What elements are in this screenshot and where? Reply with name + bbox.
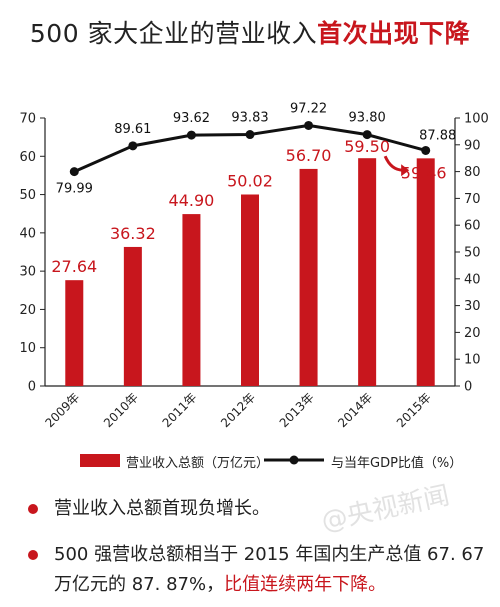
left-tick-label: 0 (28, 380, 36, 395)
title-main: 500 家大企业的营业收入 (29, 19, 318, 48)
bar (123, 246, 142, 386)
x-tick-label: 2015年 (394, 390, 434, 430)
right-tick-label: 50 (464, 246, 481, 261)
line-data-label: 87.88 (419, 128, 456, 143)
line-data-label: 93.80 (349, 111, 386, 126)
right-tick-label: 20 (464, 326, 481, 341)
line-data-label: 97.22 (290, 101, 327, 116)
bullet-text: 500 强营收总额相当于 2015 年国内生产总值 67. 67 万亿元的 87… (54, 540, 494, 600)
right-tick-label: 0 (464, 380, 472, 395)
x-tick-label: 2011年 (160, 390, 200, 430)
left-tick-label: 40 (19, 226, 36, 241)
bar (241, 194, 259, 386)
left-tick-label: 20 (19, 303, 36, 318)
bullet-dot (28, 550, 38, 560)
x-tick-label: 2012年 (218, 390, 258, 430)
bar-data-label: 59.46 (401, 163, 447, 182)
line-point (245, 130, 255, 140)
bullet-text: 营业收入总额首现负增长。 (54, 498, 270, 519)
line-data-label: 93.62 (173, 111, 210, 126)
legend-line-label: 与当年GDP比值（%） (331, 456, 463, 471)
x-tick-label: 2014年 (335, 390, 375, 430)
legend-line-swatch (264, 455, 324, 465)
bar-data-label: 59.50 (344, 137, 390, 156)
right-tick-label: 80 (464, 165, 481, 180)
line-data-label: 89.61 (114, 122, 151, 137)
bar (65, 280, 84, 386)
x-tick-label: 2013年 (277, 390, 317, 430)
title-highlight: 首次出现下降 (317, 19, 471, 48)
bar-data-label: 50.02 (227, 171, 273, 190)
right-tick-label: 10 (464, 353, 481, 368)
bullet-dot (28, 504, 38, 514)
bar (358, 158, 377, 386)
line-data-label: 93.83 (231, 111, 268, 126)
right-tick-label: 60 (464, 219, 481, 234)
page-title: 500 家大企业的营业收入首次出现下降 (0, 14, 500, 50)
left-tick-label: 30 (19, 265, 36, 280)
line-point (128, 141, 138, 151)
right-tick-label: 100 (464, 112, 489, 127)
bar-data-label: 36.32 (110, 224, 156, 243)
bullet-text-main: 500 强营收总额相当于 2015 年国内生产总值 67. 67 万亿元的 87… (54, 544, 485, 595)
bar (416, 158, 435, 386)
bullet-text-highlight: 比值连续两年下降。 (224, 574, 387, 595)
line-point (421, 145, 431, 155)
bar-data-label: 56.70 (286, 146, 332, 165)
bar (182, 214, 201, 386)
left-tick-label: 70 (19, 112, 36, 127)
line-point (186, 130, 196, 140)
bar (299, 168, 318, 386)
line-point (362, 130, 372, 140)
left-tick-label: 60 (19, 150, 36, 165)
left-tick-label: 50 (19, 188, 36, 203)
revenue-chart: 0 10 20 30 40 50 60 70 0 10 20 30 40 50 60 70 80 90 100 200… (19, 101, 489, 430)
right-tick-label: 90 (464, 138, 481, 153)
line-point (69, 167, 79, 177)
legend-bar-label: 营业收入总额（万亿元） (126, 456, 270, 471)
line-point (304, 120, 314, 130)
right-tick-label: 40 (464, 272, 481, 287)
chart-legend: 营业收入总额（万亿元） 与当年GDP比值（%） (0, 448, 500, 472)
right-tick-label: 30 (464, 299, 481, 314)
x-tick-label: 2010年 (101, 390, 141, 430)
x-tick-label: 2009年 (42, 390, 82, 430)
right-tick-label: 70 (464, 192, 481, 207)
bar-data-label: 27.64 (51, 257, 97, 276)
line-data-label: 79.99 (56, 182, 93, 197)
bar-data-label: 44.90 (169, 191, 215, 210)
legend-bar-swatch (80, 454, 120, 467)
decline-arrow-head (401, 164, 410, 177)
left-tick-label: 10 (19, 341, 36, 356)
